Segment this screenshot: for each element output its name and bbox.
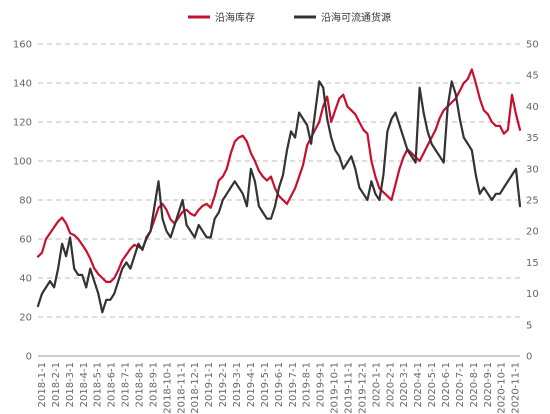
right-tick-label: 45 (526, 71, 539, 82)
right-tick-label: 40 (526, 102, 539, 113)
x-tick-label: 2018-6-1 (107, 362, 118, 407)
grid-lines (38, 43, 520, 357)
right-axis: 0 5 10 15 20 25 30 35 40 45 50 (526, 40, 539, 363)
left-tick-label: 60 (19, 235, 32, 246)
x-tick-label: 2018-4-1 (79, 362, 90, 407)
x-tick-label: 2020-2-1 (385, 362, 396, 407)
right-tick-label: 35 (526, 133, 539, 144)
x-tick-label: 2020-5-1 (427, 362, 438, 407)
left-tick-label: 120 (13, 118, 32, 129)
x-tick-label: 2019-1-1 (204, 362, 215, 407)
x-tick-label: 2018-10-1 (162, 362, 173, 414)
x-tick-label: 2020-10-1 (497, 362, 508, 414)
right-tick-label: 20 (526, 227, 539, 238)
x-tick-label: 2019-7-1 (288, 362, 299, 407)
left-axis: 0 20 40 60 80 100 120 140 160 (13, 40, 32, 363)
x-tick-label: 2018-3-1 (65, 362, 76, 407)
x-tick-label: 2019-5-1 (260, 362, 271, 407)
series-lines (36, 68, 522, 314)
x-tick-label: 2020-1-1 (371, 362, 382, 407)
x-tick-label: 2019-10-1 (330, 362, 341, 414)
right-tick-label: 25 (526, 196, 539, 207)
x-tick-label: 2020-9-1 (483, 362, 494, 407)
x-tick-label: 2020-3-1 (399, 362, 410, 407)
x-tick-label: 2018-9-1 (148, 362, 159, 407)
right-tick-label: 0 (526, 352, 532, 363)
x-tick-label: 2020-4-1 (413, 362, 424, 407)
x-tick-label: 2018-12-1 (190, 362, 201, 414)
right-tick-label: 50 (526, 40, 539, 51)
right-tick-label: 30 (526, 164, 539, 175)
x-tick-label: 2019-2-1 (218, 362, 229, 407)
x-tick-label: 2020-6-1 (441, 362, 452, 407)
x-tick-label: 2019-3-1 (232, 362, 243, 407)
right-tick-label: 15 (526, 258, 539, 269)
x-tick-label: 2020-7-1 (455, 362, 466, 407)
x-tick-label: 2018-5-1 (93, 362, 104, 407)
left-tick-label: 40 (19, 274, 32, 285)
x-tick-label: 2019-9-1 (316, 362, 327, 407)
x-tick-label: 2020-11-1 (511, 362, 522, 414)
right-tick-label: 5 (526, 320, 532, 331)
x-tick-label: 2018-7-1 (121, 362, 132, 407)
left-tick-label: 0 (26, 352, 32, 363)
x-tick-label: 2019-11-1 (343, 362, 354, 414)
series-line-0 (36, 68, 522, 283)
left-tick-label: 20 (19, 313, 32, 324)
right-tick-label: 10 (526, 289, 539, 300)
legend-label-0: 沿海库存 (215, 11, 255, 24)
x-tick-label: 2020-8-1 (469, 362, 480, 407)
left-tick-label: 140 (13, 79, 32, 90)
legend-label-1: 沿海可流通货源 (321, 11, 391, 24)
x-tick-label: 2019-4-1 (246, 362, 257, 407)
x-tick-label: 2018-8-1 (135, 362, 146, 407)
x-tick-label: 2018-1-1 (37, 362, 48, 407)
left-tick-label: 80 (19, 196, 32, 207)
left-tick-label: 160 (13, 40, 32, 51)
legend: 沿海库存 沿海可流通货源 (188, 11, 391, 24)
x-axis: 2018-1-1 2018-2-1 2018-3-1 2018-4-1 2018-5-1… (37, 362, 522, 414)
x-tick-label: 2019-12-1 (357, 362, 368, 414)
x-tick-label: 2019-6-1 (274, 362, 285, 407)
x-tick-label: 2018-11-1 (176, 362, 187, 414)
left-tick-label: 100 (13, 157, 32, 168)
x-tick-label: 2018-2-1 (51, 362, 62, 407)
x-tick-label: 2019-8-1 (302, 362, 313, 407)
series-line-1 (36, 80, 522, 314)
